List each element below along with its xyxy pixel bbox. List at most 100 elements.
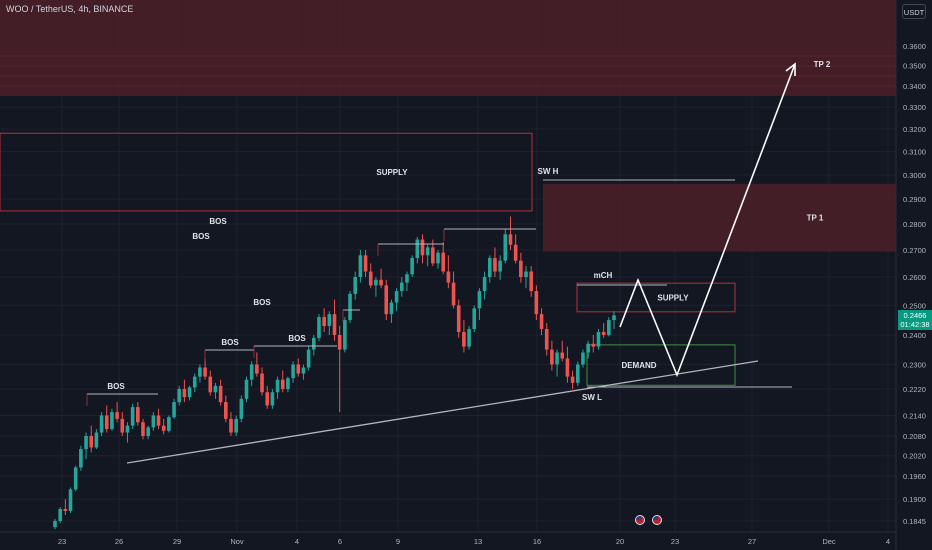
candle-body[interactable] [519, 260, 523, 277]
candle-body[interactable] [570, 376, 575, 383]
candle-body[interactable] [358, 255, 363, 277]
candle-body[interactable] [218, 385, 223, 403]
candle-body[interactable] [104, 415, 109, 430]
candle-body[interactable] [249, 364, 254, 380]
candle-body[interactable] [136, 407, 140, 423]
candle-body[interactable] [296, 364, 301, 374]
candle-body[interactable] [384, 285, 389, 315]
time-axis[interactable]: 23 26 29 Nov 4 6 9 13 16 20 23 27 Dec 4 [0, 531, 896, 546]
candle-body[interactable] [348, 293, 352, 321]
candle-body[interactable] [203, 367, 207, 377]
candle-body[interactable] [177, 389, 182, 403]
candle-body[interactable] [456, 305, 461, 332]
candle-body[interactable] [560, 352, 565, 359]
candle-body[interactable] [389, 302, 394, 315]
candle-body[interactable] [420, 239, 425, 256]
candle-body[interactable] [255, 364, 259, 374]
candle-body[interactable] [94, 432, 99, 448]
candle-body[interactable] [477, 291, 482, 309]
candle-body[interactable] [487, 258, 492, 277]
candle-body[interactable] [441, 252, 445, 272]
candle-body[interactable] [161, 425, 166, 431]
candle-body[interactable] [151, 415, 156, 428]
candle-body[interactable] [130, 407, 135, 426]
candle-body[interactable] [399, 282, 404, 292]
candle-body[interactable] [410, 258, 414, 275]
candle-body[interactable] [550, 349, 554, 365]
candle-body[interactable] [337, 335, 342, 350]
candle-body[interactable] [343, 320, 347, 350]
candle-body[interactable] [260, 373, 264, 393]
candle-layer[interactable] [53, 216, 616, 530]
candle-body[interactable] [363, 255, 368, 272]
candle-body[interactable] [332, 314, 337, 335]
candle-body[interactable] [431, 247, 435, 264]
candle-body[interactable] [581, 352, 585, 365]
candle-body[interactable] [208, 376, 213, 393]
candle-body[interactable] [68, 489, 73, 511]
price-axis[interactable]: 0.3600 0.3500 0.3400 0.3300 0.3200 0.3100 0.30… [895, 0, 926, 550]
candle-body[interactable] [607, 320, 611, 335]
candle-body[interactable] [415, 239, 420, 258]
candle-body[interactable] [270, 392, 275, 406]
candle-body[interactable] [115, 412, 119, 419]
candle-body[interactable] [192, 376, 197, 388]
candle-body[interactable] [89, 436, 94, 448]
candle-body[interactable] [322, 317, 326, 326]
candle-body[interactable] [63, 508, 68, 511]
candle-body[interactable] [213, 385, 218, 393]
candle-body[interactable] [317, 317, 321, 338]
candle-body[interactable] [167, 417, 171, 431]
candle-body[interactable] [182, 389, 187, 398]
candle-body[interactable] [596, 331, 601, 347]
candle-body[interactable] [84, 436, 88, 450]
candle-body[interactable] [198, 367, 202, 377]
candle-body[interactable] [503, 234, 508, 261]
candle-body[interactable] [451, 282, 456, 306]
candle-body[interactable] [425, 247, 430, 256]
candle-body[interactable] [141, 422, 145, 436]
candle-body[interactable] [234, 418, 238, 433]
candle-body[interactable] [265, 392, 270, 406]
candle-body[interactable] [586, 343, 590, 353]
candle-body[interactable] [591, 343, 596, 347]
candle-body[interactable] [311, 337, 316, 350]
candle-body[interactable] [498, 260, 502, 272]
candle-body[interactable] [146, 427, 150, 436]
candle-body[interactable] [555, 352, 559, 365]
candle-body[interactable] [79, 449, 83, 468]
candle-body[interactable] [601, 331, 606, 335]
candle-body[interactable] [125, 425, 130, 433]
candle-body[interactable] [120, 418, 125, 433]
candle-body[interactable] [280, 379, 285, 389]
candle-body[interactable] [508, 234, 513, 245]
candle-body[interactable] [446, 271, 451, 283]
candle-body[interactable] [544, 328, 549, 350]
currency-button[interactable]: USDT [902, 4, 926, 19]
candle-body[interactable] [493, 258, 497, 272]
candle-body[interactable] [286, 378, 290, 389]
candle-body[interactable] [612, 315, 616, 321]
candle-body[interactable] [513, 244, 518, 261]
candle-body[interactable] [462, 331, 466, 347]
candle-body[interactable] [472, 308, 477, 329]
candle-body[interactable] [368, 271, 373, 286]
candle-body[interactable] [575, 364, 580, 383]
candle-body[interactable] [73, 467, 78, 490]
candle-body[interactable] [482, 277, 487, 292]
candle-body[interactable] [110, 412, 114, 430]
candle-body[interactable] [524, 271, 528, 277]
candle-body[interactable] [275, 379, 280, 393]
candle-body[interactable] [394, 291, 399, 303]
candle-body[interactable] [244, 379, 249, 399]
candle-body[interactable] [529, 271, 533, 292]
candle-body[interactable] [353, 277, 358, 294]
candle-body[interactable] [374, 279, 378, 286]
symbol-title[interactable]: WOO / TetherUS, 4h, BINANCE [6, 4, 134, 14]
candle-body[interactable] [224, 402, 228, 419]
candle-body[interactable] [229, 418, 233, 433]
candle-body[interactable] [239, 398, 244, 419]
candle-body[interactable] [172, 402, 176, 418]
candle-body[interactable] [436, 252, 440, 264]
